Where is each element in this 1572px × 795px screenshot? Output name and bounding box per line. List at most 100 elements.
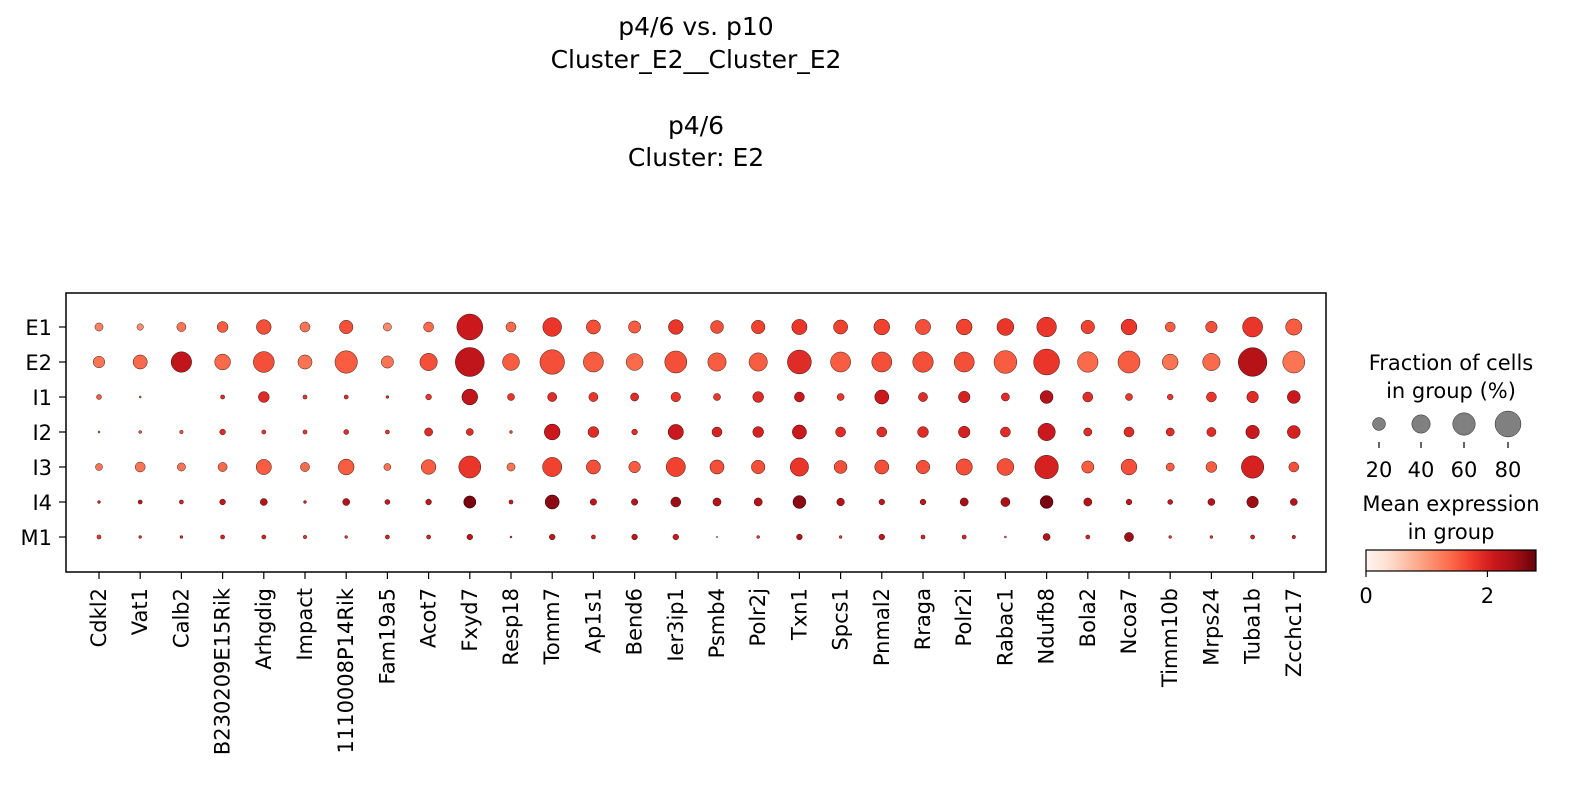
dot <box>385 534 390 540</box>
dot <box>96 394 102 400</box>
dot <box>539 349 565 375</box>
dot <box>1004 535 1007 539</box>
dot <box>631 428 638 436</box>
x-tick-label: Bola2 <box>1076 588 1100 647</box>
dot <box>95 463 103 471</box>
x-tick-label: Calb2 <box>169 588 193 648</box>
dot <box>716 536 718 538</box>
title-line-5: Cluster: E2 <box>628 143 764 172</box>
y-tick-label: I3 <box>32 456 52 480</box>
y-tick-label: E1 <box>25 316 52 340</box>
dot <box>878 498 885 506</box>
dot <box>1077 351 1099 373</box>
dot <box>830 351 851 373</box>
dot <box>790 457 809 477</box>
dot <box>961 534 967 540</box>
dot <box>631 533 638 541</box>
dot <box>343 394 349 400</box>
x-tick-label: Fxyd7 <box>458 588 482 652</box>
dot <box>583 351 604 373</box>
dot <box>419 353 438 371</box>
dot <box>299 321 311 333</box>
dot <box>509 430 513 434</box>
x-tick-label: Cdkl2 <box>87 588 111 647</box>
dot <box>1282 350 1306 374</box>
dot <box>836 393 845 401</box>
dot <box>1034 455 1059 479</box>
dot <box>664 350 688 374</box>
dot <box>179 499 184 505</box>
dot <box>220 394 225 400</box>
dot <box>1250 534 1255 540</box>
dot <box>1207 498 1216 506</box>
x-tick-label: Timm10b <box>1158 588 1182 688</box>
x-tick-label: Acot7 <box>417 588 441 648</box>
dot <box>631 498 639 506</box>
color-legend-title-line-1: Mean expression <box>1362 492 1539 516</box>
dot <box>1165 462 1175 472</box>
dot <box>794 391 805 403</box>
dot <box>214 353 231 371</box>
dot <box>586 319 601 335</box>
dot <box>873 318 890 336</box>
dot <box>1039 495 1054 509</box>
dot <box>339 320 354 335</box>
dot <box>796 533 803 541</box>
dot <box>665 457 686 477</box>
dot <box>136 323 144 331</box>
dot <box>1039 390 1054 404</box>
dot <box>787 349 812 375</box>
x-tick-label: Polr2j <box>746 588 770 646</box>
dot <box>878 533 885 541</box>
dot <box>625 353 644 371</box>
dot <box>1125 498 1133 506</box>
dot <box>456 313 483 341</box>
size-legend: Fraction of cells in group (%) 20 40 60 80 <box>1366 351 1534 482</box>
dot <box>959 497 969 507</box>
size-legend-label: 80 <box>1495 458 1522 482</box>
dot <box>1085 534 1091 540</box>
dot <box>1202 353 1221 371</box>
dot <box>343 429 349 435</box>
dot <box>874 389 890 405</box>
dot <box>421 459 437 475</box>
dot <box>1167 393 1174 401</box>
dot <box>1037 423 1056 441</box>
dot <box>138 535 142 539</box>
dot <box>1083 497 1093 507</box>
dot <box>461 388 478 406</box>
x-tick-label: Ncoa7 <box>1117 588 1141 654</box>
dot <box>334 350 358 374</box>
y-tick-label: I2 <box>32 421 52 445</box>
dot <box>587 426 600 438</box>
dot <box>258 391 270 403</box>
dot <box>506 462 516 472</box>
x-tick-label: Ap1s1 <box>581 588 605 653</box>
x-tick-label: Ndufb8 <box>1035 588 1059 664</box>
dot <box>917 426 929 438</box>
size-legend-dot <box>1372 417 1386 431</box>
dot <box>217 462 228 472</box>
dot <box>1083 427 1093 437</box>
dot <box>170 351 192 373</box>
dot <box>383 322 392 332</box>
dot <box>176 322 187 332</box>
dot <box>303 535 307 539</box>
x-tick-label: Tuba1b <box>1241 588 1265 665</box>
dot <box>1000 426 1011 438</box>
dot <box>423 321 434 333</box>
dot <box>586 459 601 475</box>
x-tick-label: Tomm7 <box>540 588 564 665</box>
dot <box>838 535 843 539</box>
dot <box>219 498 226 506</box>
dot <box>132 354 148 370</box>
dot <box>670 496 682 508</box>
x-tick-label: Arhgdig <box>252 588 276 670</box>
dot <box>338 458 355 476</box>
dot <box>713 393 721 401</box>
dot <box>466 533 473 541</box>
dot <box>1080 320 1095 335</box>
dot <box>1162 353 1179 371</box>
dot <box>1117 350 1141 374</box>
